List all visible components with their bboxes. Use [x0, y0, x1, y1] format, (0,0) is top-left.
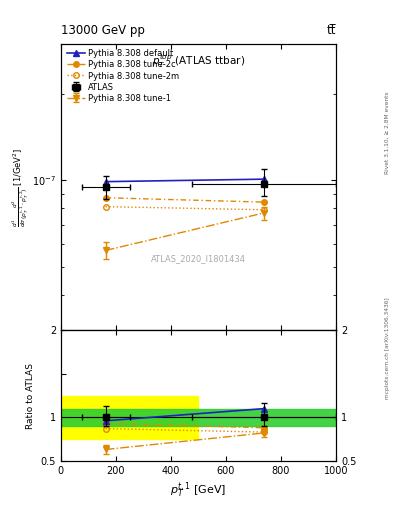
Line: Pythia 8.308 tune-2m: Pythia 8.308 tune-2m [103, 204, 266, 212]
Legend: Pythia 8.308 default, Pythia 8.308 tune-2c, Pythia 8.308 tune-2m, ATLAS, Pythia : Pythia 8.308 default, Pythia 8.308 tune-… [65, 48, 181, 104]
Pythia 8.308 tune-2m [261, 207, 266, 213]
Pythia 8.308 tune-2c [103, 195, 108, 201]
Bar [61, 396, 198, 439]
Text: 13000 GeV pp: 13000 GeV pp [61, 25, 145, 37]
Y-axis label: $\frac{d^1}{d\sigma}\frac{d^2}{(p_T^{t,1}\cdot p_T^{t,2})}$ [1/GeV$^2$]: $\frac{d^1}{d\sigma}\frac{d^2}{(p_T^{t,1… [10, 147, 31, 227]
Pythia 8.308 default [103, 179, 108, 185]
Pythia 8.308 tune-2c [261, 199, 266, 205]
Bar [61, 409, 336, 426]
Text: ATLAS_2020_I1801434: ATLAS_2020_I1801434 [151, 254, 246, 263]
X-axis label: $p_T^{t,1}$ [GeV]: $p_T^{t,1}$ [GeV] [170, 481, 227, 501]
Text: $p_T^{top}$ (ATLAS ttbar): $p_T^{top}$ (ATLAS ttbar) [152, 52, 245, 70]
Y-axis label: Ratio to ATLAS: Ratio to ATLAS [26, 362, 35, 429]
Line: Pythia 8.308 tune-2c: Pythia 8.308 tune-2c [103, 195, 266, 205]
Text: mcplots.cern.ch [arXiv:1306.3436]: mcplots.cern.ch [arXiv:1306.3436] [385, 297, 390, 399]
Pythia 8.308 tune-2m [103, 204, 108, 210]
Text: Rivet 3.1.10, ≥ 2.8M events: Rivet 3.1.10, ≥ 2.8M events [385, 92, 390, 175]
Text: tt̅: tt̅ [327, 25, 336, 37]
Pythia 8.308 default [261, 176, 266, 182]
Line: Pythia 8.308 default: Pythia 8.308 default [103, 176, 266, 184]
